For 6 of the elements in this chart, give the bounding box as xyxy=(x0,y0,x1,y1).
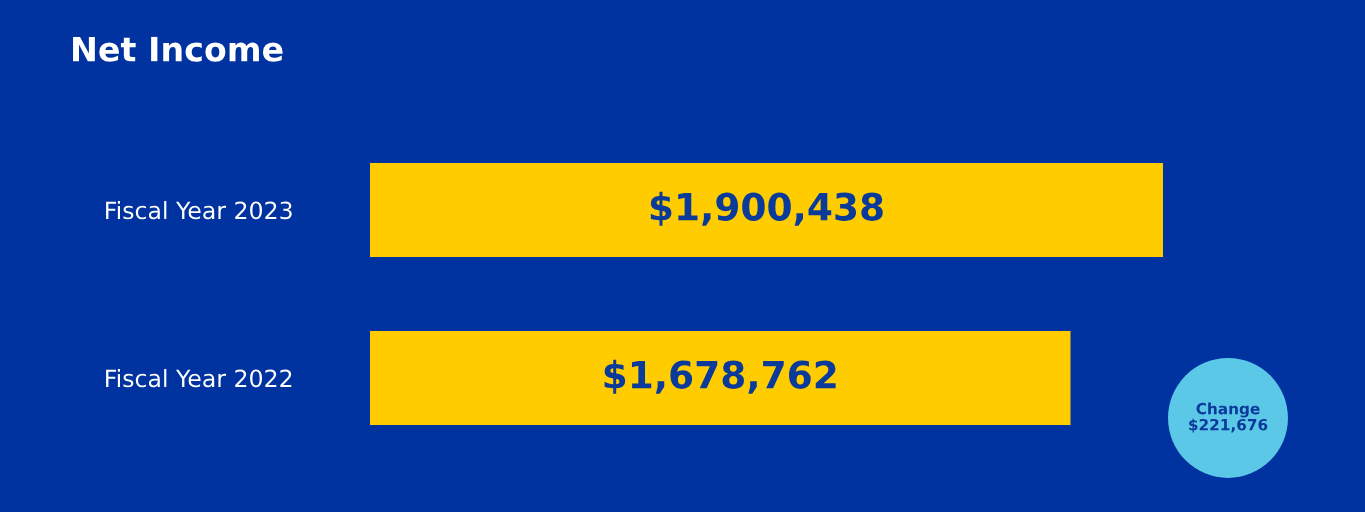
chart-title: Net Income xyxy=(73,36,283,62)
y-tick-label: Fiscal Year 2022 xyxy=(106,369,292,388)
text: Change $221,676 xyxy=(1189,402,1268,433)
data-label: $1,678,762 xyxy=(604,359,836,394)
data-label: $1,900,438 xyxy=(650,191,883,226)
y-tick-label: Fiscal Year 2023 xyxy=(106,201,292,220)
